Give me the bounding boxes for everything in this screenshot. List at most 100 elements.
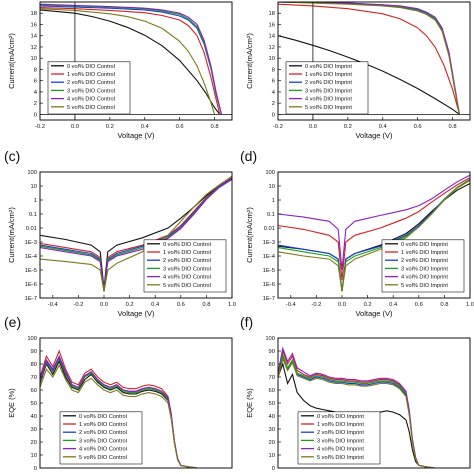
x-tick-label: -0.2 [273, 124, 283, 130]
y-tick-label: 20 [31, 440, 37, 446]
y-tick-label: 40 [269, 414, 275, 420]
y-tick-label: 18 [269, 11, 275, 17]
y-tick-label: 8 [272, 67, 275, 73]
y-tick-label: 30 [31, 427, 37, 433]
x-tick-label: 0.0 [100, 302, 108, 308]
chart-panel-e: (e) 0 10 20 30 40 50 60 70 80 90 100 EQE (%) 0 vol% D… [4, 314, 233, 472]
series-line-5 [278, 357, 435, 468]
legend-entry: 4 vol% DIO Control [67, 97, 115, 103]
legend-entry: 4 vol% DIO Imprint [317, 447, 364, 453]
legend-entry: 4 vol% DIO Control [163, 275, 211, 281]
y-axis-label: EQE (%) [245, 388, 254, 418]
legend-entry: 3 vol% DIO Control [79, 438, 127, 444]
y-tick-label: 60 [31, 388, 37, 394]
y-tick-label: 70 [31, 375, 37, 381]
legend: 0 vol% DIO Control 1 vol% DIO Control 2 vo… [59, 411, 143, 465]
series-line-1 [278, 177, 470, 280]
x-tick-label: 0.4 [151, 302, 160, 308]
x-tick-label: -0.4 [48, 302, 59, 308]
y-tick-label: 90 [269, 349, 275, 355]
y-tick-label: 0.01 [264, 226, 275, 232]
y-axis-label: Current(mA/cm²) [7, 207, 16, 263]
legend-entry: 1 vol% DIO Control [163, 250, 211, 256]
series-line-4 [40, 178, 232, 292]
x-tick-label: -0.4 [286, 302, 297, 308]
y-tick-label: 1 [272, 198, 275, 204]
y-tick-label: 0 [34, 112, 37, 118]
y-tick-label: 1E-4 [25, 254, 38, 260]
series-line-5 [40, 364, 197, 468]
panel-label: (d) [240, 148, 257, 164]
x-tick-label: 0.8 [440, 302, 448, 308]
legend-entry: 2 vol% DIO Imprint [305, 80, 352, 86]
y-tick-label: 10 [31, 56, 37, 62]
x-tick-label: 0.2 [344, 124, 352, 130]
legend-entry: 3 vol% DIO Control [67, 88, 115, 94]
legend-entry: 3 vol% DIO Imprint [401, 266, 448, 272]
x-axis-label: Voltage (V) [117, 131, 155, 140]
plot-frame [39, 1, 233, 121]
y-tick-label: 10 [31, 184, 37, 190]
legend-box [59, 411, 143, 465]
x-tick-label: 0.4 [141, 124, 150, 130]
legend-entry: 1 vol% DIO Control [67, 72, 115, 78]
series-line-5 [40, 175, 232, 292]
y-tick-label: 100 [27, 170, 37, 176]
x-tick-label: 0.6 [177, 302, 185, 308]
y-tick-label: 4 [272, 90, 276, 96]
legend-entry: 5 vol% DIO Control [79, 455, 127, 461]
legend-entry: 3 vol% DIO Imprint [317, 438, 364, 444]
y-tick-label: 40 [31, 414, 37, 420]
legend-entry: 0 vol% DIO Control [163, 242, 211, 248]
legend-entry: 5 vol% DIO Imprint [305, 105, 352, 111]
y-tick-label: 0.01 [26, 226, 37, 232]
x-axis-label: Voltage (V) [117, 309, 155, 318]
y-tick-label: 16 [269, 22, 275, 28]
legend-entry: 4 vol% DIO Control [79, 447, 127, 453]
y-tick-label: 6 [34, 79, 37, 85]
x-axis-label: Voltage (V) [355, 131, 393, 140]
x-axis-label: Voltage (V) [355, 309, 393, 318]
y-tick-label: 80 [269, 362, 275, 368]
legend-entry: 4 vol% DIO Imprint [305, 97, 352, 103]
y-tick-label: 1E-7 [25, 296, 37, 302]
legend-entry: 1 vol% DIO Imprint [305, 72, 352, 78]
x-tick-label: 0.8 [449, 124, 457, 130]
plot-frame [39, 171, 233, 299]
y-axis-label: Current(mA/cm²) [7, 33, 16, 89]
legend-box [47, 61, 131, 115]
series-line-5 [278, 179, 470, 292]
y-tick-label: 1E-7 [263, 296, 275, 302]
y-tick-label: 16 [31, 22, 37, 28]
y-tick-label: 1E-4 [263, 254, 276, 260]
chart-panel-f: (f) 0 10 20 30 40 50 60 70 80 90 100 EQE (%) 0 vol% D… [240, 314, 471, 472]
y-tick-label: 0 [34, 466, 37, 472]
series-line-0 [40, 9, 221, 115]
y-tick-label: 10 [269, 184, 275, 190]
y-tick-label: 100 [265, 336, 275, 342]
legend-entry: 5 vol% DIO Control [67, 105, 115, 111]
y-tick-label: 0.1 [267, 212, 275, 218]
legend-entry: 0 vol% DIO Imprint [401, 242, 448, 248]
y-tick-label: 1E-5 [263, 268, 275, 274]
y-tick-label: 12 [31, 45, 37, 51]
legend-box [143, 239, 227, 293]
legend: 0 vol% DIO Control 1 vol% DIO Control 2 vo… [143, 239, 227, 293]
chart-panel-c: (c) 1E-7 1E-6 1E-5 1E-4 1E-3 0.01 0.1 1 10 100 -0.4… [4, 148, 236, 318]
legend-entry: 0 vol% DIO Control [79, 414, 127, 420]
y-tick-label: 14 [269, 34, 276, 40]
series-line-0 [278, 35, 460, 115]
y-tick-label: 1 [34, 198, 37, 204]
y-tick-label: 30 [269, 427, 275, 433]
panel-label: (c) [4, 148, 20, 164]
x-tick-label: 0.4 [389, 302, 398, 308]
y-tick-label: 80 [31, 362, 37, 368]
x-tick-label: 0.2 [106, 124, 114, 130]
legend-entry: 0 vol% DIO Control [67, 64, 115, 70]
legend-box [285, 61, 369, 115]
y-tick-label: 12 [269, 45, 275, 51]
series-line-1 [278, 3, 461, 115]
legend-entry: 0 vol% DIO Imprint [305, 64, 352, 70]
x-tick-label: 1.0 [228, 302, 236, 308]
panel-label: (f) [240, 314, 253, 330]
